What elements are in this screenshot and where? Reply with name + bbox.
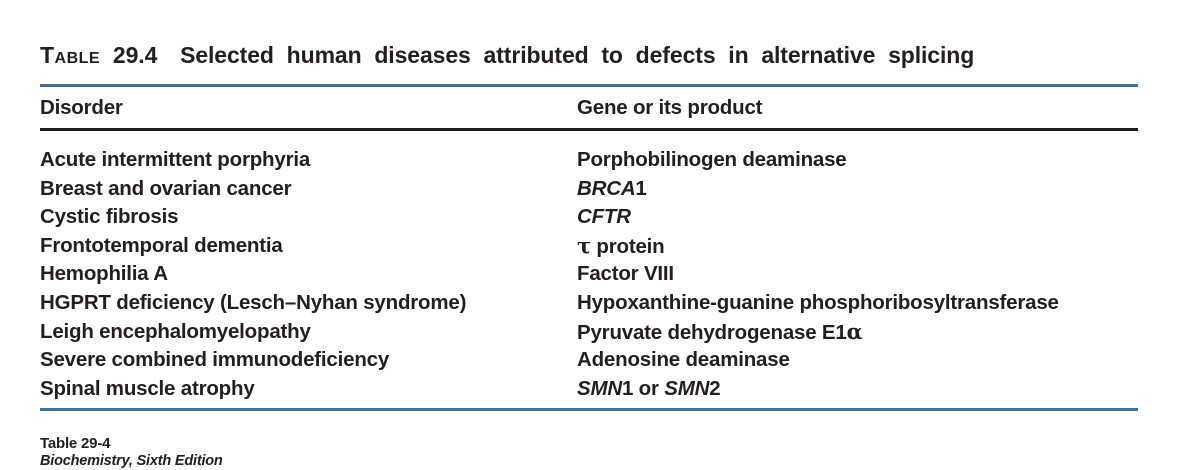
disorder-cell: Cystic fibrosis xyxy=(40,205,179,229)
table-row: HGPRT deficiency (Lesch–Nyhan syndrome) H… xyxy=(40,289,1138,318)
column-headers: Disorder Gene or its product xyxy=(40,96,1138,120)
table-row: Leigh encephalomyelopathy Pyruvate dehydr… xyxy=(40,318,1138,347)
table-row: Acute intermittent porphyria Porphobilino… xyxy=(40,146,1138,175)
gene-cell: Hypoxanthine-guanine phosphoribosyltrans… xyxy=(577,290,1059,314)
disorder-cell: Breast and ovarian cancer xyxy=(40,176,292,200)
table-title-word: Table xyxy=(40,42,101,68)
table-row: Frontotemporal dementia τ protein xyxy=(40,232,1138,261)
disorder-cell: Hemophilia A xyxy=(40,262,168,286)
table-row: Cystic fibrosis CFTR xyxy=(40,203,1138,232)
table-row: Severe combined immunodeficiency Adenosin… xyxy=(40,346,1138,375)
column-header-gene: Gene or its product xyxy=(577,96,763,119)
gene-cell: Factor VIII xyxy=(577,262,674,286)
disorder-cell: Frontotemporal dementia xyxy=(40,233,283,257)
figure-caption: Table 29-4 Biochemistry, Sixth Edition xyxy=(40,435,223,469)
table-title-text: Selected human diseases attributed to de… xyxy=(180,42,975,68)
table-row: Spinal muscle atrophy SMN1 or SMN2 xyxy=(40,375,1138,404)
disorder-cell: Spinal muscle atrophy xyxy=(40,376,255,400)
column-header-disorder: Disorder xyxy=(40,96,123,119)
table-title-number: 29.4 xyxy=(112,42,158,68)
gene-cell: BRCA1 xyxy=(577,176,647,200)
disorder-cell: Leigh encephalomyelopathy xyxy=(40,319,311,343)
caption-book-title: Biochemistry, Sixth Edition xyxy=(40,453,223,469)
top-blue-rule xyxy=(40,84,1138,87)
header-black-rule xyxy=(40,128,1138,131)
gene-cell: Porphobilinogen deaminase xyxy=(577,148,847,171)
table-row: Breast and ovarian cancer BRCA1 xyxy=(40,175,1138,204)
table-row: Hemophilia A Factor VIII xyxy=(40,260,1138,289)
gene-cell: SMN1 or SMN2 xyxy=(577,376,721,400)
gene-cell: CFTR xyxy=(577,205,631,229)
gene-cell: τ protein xyxy=(577,232,665,258)
bottom-blue-rule xyxy=(40,408,1138,411)
gene-cell: Adenosine deaminase xyxy=(577,348,790,372)
gene-cell: Pyruvate dehydrogenase E1α xyxy=(577,318,863,344)
table-title: Table 29.4 Selected human diseases attri… xyxy=(40,42,1150,69)
disorder-cell: Acute intermittent porphyria xyxy=(40,148,311,171)
table-body: Acute intermittent porphyria Porphobilino… xyxy=(40,146,1138,403)
disorder-cell: Severe combined immunodeficiency xyxy=(40,348,390,372)
disorder-cell: HGPRT deficiency (Lesch–Nyhan syndrome) xyxy=(40,290,467,314)
caption-table-number: Table 29-4 xyxy=(40,435,111,452)
